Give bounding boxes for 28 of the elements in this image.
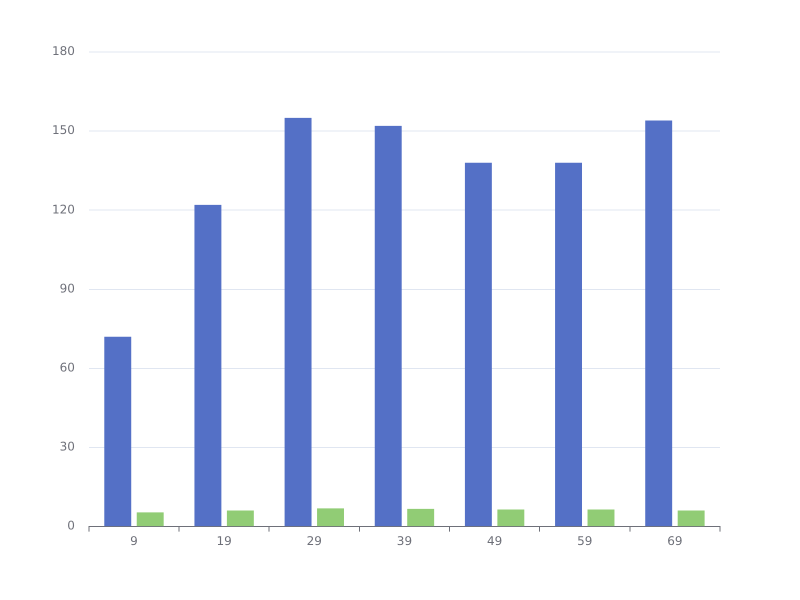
- y-tick-label: 30: [60, 440, 75, 454]
- y-tick-label: 180: [52, 44, 75, 58]
- bar: [645, 120, 672, 526]
- bar: [104, 336, 132, 526]
- x-tick-label: 59: [577, 534, 592, 548]
- bar: [136, 512, 164, 526]
- x-tick-label: 29: [306, 534, 322, 548]
- bar: [284, 118, 312, 526]
- y-tick-label: 0: [67, 518, 75, 533]
- y-tick-label: 120: [52, 202, 75, 216]
- bar: [497, 509, 524, 526]
- x-tick-label: 69: [667, 534, 683, 548]
- bar: [226, 510, 254, 526]
- bar: [194, 204, 222, 526]
- bar: [407, 508, 434, 526]
- bar: [464, 162, 492, 526]
- x-tick-label: 39: [396, 534, 412, 548]
- y-tick-label: 60: [60, 360, 75, 375]
- bar: [588, 509, 614, 526]
- x-tick-label: 9: [130, 534, 138, 548]
- x-tick-label: 19: [216, 534, 232, 548]
- y-tick-label: 90: [60, 281, 75, 296]
- bar: [317, 508, 344, 526]
- x-tick-label: 49: [486, 534, 502, 548]
- bar: [374, 126, 402, 526]
- bar: [678, 510, 705, 526]
- y-tick-label: 150: [52, 123, 75, 138]
- bar: [555, 162, 582, 526]
